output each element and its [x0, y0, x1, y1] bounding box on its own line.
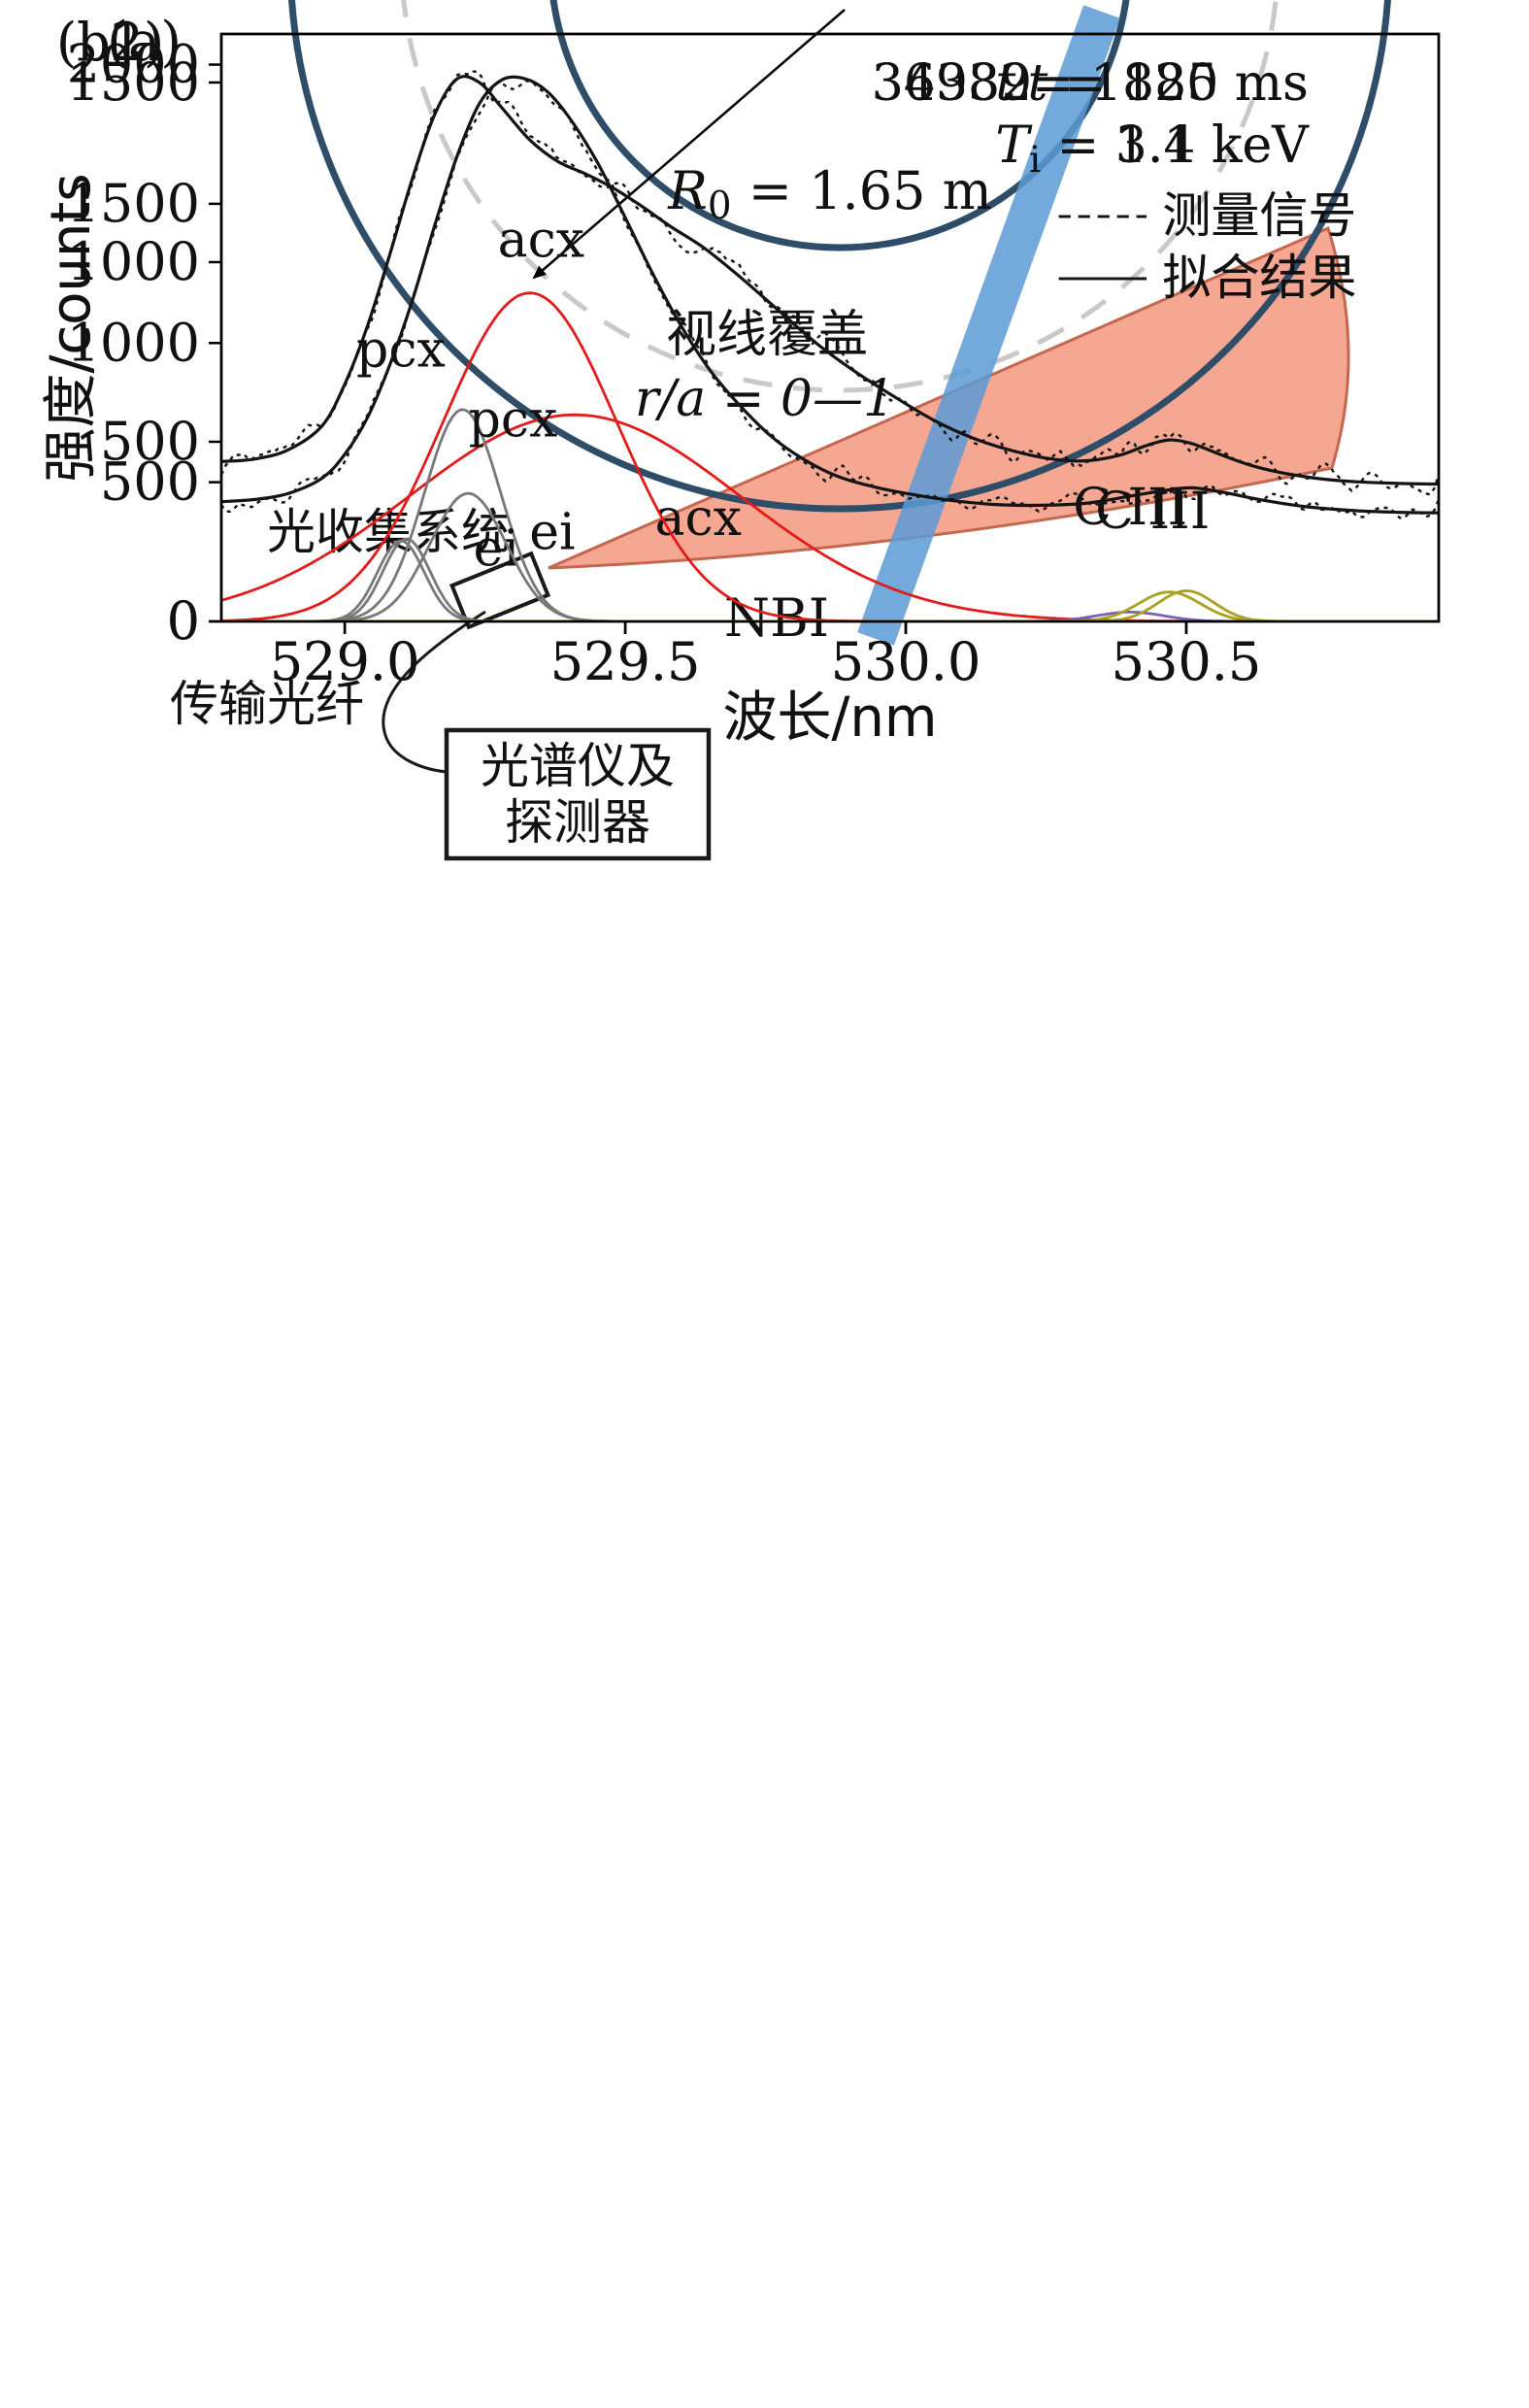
x-axis-label: 波长/nm	[723, 686, 938, 750]
component-label-ei: ei	[529, 503, 575, 561]
fit-curve	[221, 75, 1439, 515]
component-curve-ei	[221, 539, 1439, 621]
y-axis-label: 强度/counts	[40, 173, 103, 482]
component-curve-pcx	[221, 408, 1439, 621]
x-tick-label: 530.0	[831, 631, 981, 692]
x-tick-label: 529.5	[550, 631, 701, 692]
outer-wall-circle	[288, 0, 1391, 513]
nbi-beam	[857, 5, 1120, 646]
spectrometer-box	[444, 727, 712, 861]
panel-label: (b1)	[56, 12, 164, 73]
y-tick-label: 1500	[67, 173, 200, 234]
y-tick-label: 1500	[67, 51, 200, 113]
inner-wall-circle	[549, 0, 1130, 251]
plot-frame	[219, 32, 1441, 623]
x-tick-label: 529.0	[270, 631, 420, 692]
y-axis-label: 强度/counts	[40, 173, 103, 482]
legend-label-1: 拟合结果	[1162, 250, 1356, 306]
spectrum-chart-b2: (b2)529.0 529.5 530.0 530.50500100015002000…	[40, 12, 1441, 750]
shot-number: 34339	[872, 54, 1032, 113]
y-tick-label: 0	[167, 590, 200, 652]
legend-label-0: 测量信号	[1162, 187, 1356, 244]
component-label-ei: ei	[473, 520, 518, 579]
fit-curve	[221, 75, 1439, 486]
x-tick-label: 530.0	[831, 631, 981, 692]
component-label-acx: acx	[654, 489, 741, 548]
x-tick-label: 529.0	[270, 631, 420, 692]
spectrometer-label-line2: 探测器	[505, 794, 650, 851]
component-curve-pcx	[221, 491, 1439, 621]
x-tick-label: 530.5	[1112, 631, 1262, 692]
time-label: t = 1185 ms	[995, 54, 1308, 113]
nbi-label: NBI	[724, 587, 829, 649]
optics-box	[449, 551, 551, 630]
ion-temperature-label: Ti = 1.4 keV	[995, 117, 1310, 181]
component-curve-ei	[221, 537, 1439, 621]
y-tick-label: 500	[100, 452, 200, 513]
x-tick-label: 529.5	[550, 631, 701, 692]
spectrometer-label-line1: 光谱仪及	[481, 738, 675, 794]
spectrum-chart-b1: (b1)529.0 529.5 530.0 530.5050010001500波长/n…	[40, 12, 1441, 750]
component-label-acx: acx	[498, 211, 584, 269]
component-curve-ciii	[221, 589, 1439, 621]
major-radius-label: R0 = 1.65 m	[667, 160, 992, 228]
panel-label-a: (a)	[107, 11, 182, 74]
y-tick-label: 500	[100, 411, 200, 472]
major-radius-arrow	[532, 9, 846, 280]
legend-label-0: 测量信号	[1162, 187, 1356, 244]
coverage-range-label: r/a = 0—1	[635, 370, 895, 428]
component-label-ciii: C III	[1095, 483, 1210, 541]
time-label: t = 820 ms	[1028, 54, 1309, 113]
shot-number: 36982	[872, 54, 1032, 113]
legend-label-1: 拟合结果	[1162, 250, 1356, 306]
fiber-label: 传输光纤	[170, 676, 364, 732]
y-tick-label: 1000	[67, 312, 200, 373]
x-axis-label: 波长/nm	[723, 686, 938, 750]
tokamak-diagram: (a) R0 = 1.65 m 视线覆盖 r/a = 0—1 NBI 光收集系统…	[107, 0, 1391, 861]
ion-temperature-label: Ti = 3.1 keV	[995, 117, 1310, 181]
component-label-pcx: pcx	[469, 390, 558, 449]
y-tick-label: 1000	[67, 231, 200, 292]
y-tick-label: 2000	[67, 34, 200, 95]
component-curve-acx	[221, 291, 1439, 621]
panel-label: (b2)	[56, 12, 164, 73]
fiber-curve	[382, 610, 486, 774]
component-curve-ciii	[221, 590, 1439, 621]
x-tick-label: 530.5	[1112, 631, 1262, 692]
y-tick-label: 0	[167, 590, 200, 652]
